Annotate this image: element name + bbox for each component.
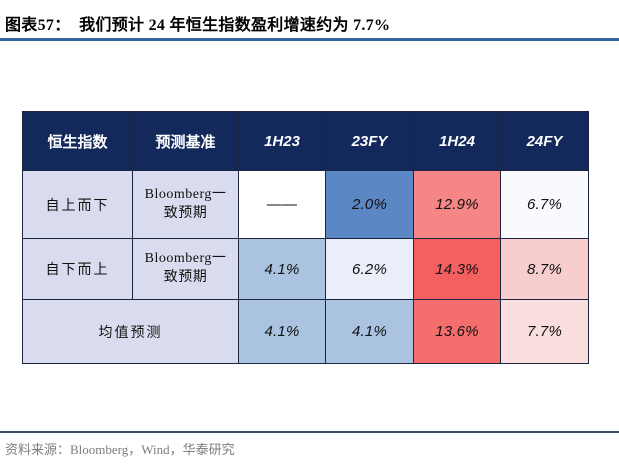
table-row-mean-forecast: 均值预测 4.1% 4.1% 13.6% 7.7% bbox=[22, 299, 589, 364]
footer-divider bbox=[0, 431, 619, 433]
title-underline bbox=[0, 38, 619, 41]
table-row-bottom-up: 自下而上 Bloomberg一致预期 4.1% 6.2% 14.3% 8.7% bbox=[22, 238, 589, 300]
cell-top-down-label: 自上而下 bbox=[22, 170, 133, 239]
cell-top-down-1h23: —— bbox=[238, 170, 326, 239]
header-23fy: 23FY bbox=[325, 111, 414, 171]
cell-mean-1h23: 4.1% bbox=[238, 299, 326, 364]
cell-top-down-23fy: 2.0% bbox=[325, 170, 414, 239]
cell-mean-forecast-label: 均值预测 bbox=[22, 299, 239, 364]
cell-bottom-up-1h24: 14.3% bbox=[413, 238, 501, 300]
table-row-top-down: 自上而下 Bloomberg一致预期 —— 2.0% 12.9% 6.7% bbox=[22, 170, 589, 239]
cell-bottom-up-basis: Bloomberg一致预期 bbox=[132, 238, 239, 300]
cell-top-down-basis: Bloomberg一致预期 bbox=[132, 170, 239, 239]
cell-mean-23fy: 4.1% bbox=[325, 299, 414, 364]
header-forecast-basis: 预测基准 bbox=[132, 111, 239, 171]
cell-bottom-up-label: 自下而上 bbox=[22, 238, 133, 300]
cell-mean-1h24: 13.6% bbox=[413, 299, 501, 364]
cell-bottom-up-23fy: 6.2% bbox=[325, 238, 414, 300]
source-note: 资料来源：Bloomberg，Wind，华泰研究 bbox=[5, 442, 235, 457]
header-hang-seng-index: 恒生指数 bbox=[22, 111, 133, 171]
header-row: 恒生指数 预测基准 1H23 23FY 1H24 24FY bbox=[22, 111, 589, 171]
figure-title: 图表57： 我们预计 24 年恒生指数盈利增速约为 7.7% bbox=[5, 17, 391, 34]
cell-mean-24fy: 7.7% bbox=[500, 299, 589, 364]
cell-bottom-up-24fy: 8.7% bbox=[500, 238, 589, 300]
header-24fy: 24FY bbox=[500, 111, 589, 171]
forecast-table: 恒生指数 预测基准 1H23 23FY 1H24 24FY 自上而下 Bloom… bbox=[22, 111, 589, 364]
header-1h24: 1H24 bbox=[413, 111, 501, 171]
cell-top-down-24fy: 6.7% bbox=[500, 170, 589, 239]
cell-bottom-up-1h23: 4.1% bbox=[238, 238, 326, 300]
header-1h23: 1H23 bbox=[238, 111, 326, 171]
cell-top-down-1h24: 12.9% bbox=[413, 170, 501, 239]
